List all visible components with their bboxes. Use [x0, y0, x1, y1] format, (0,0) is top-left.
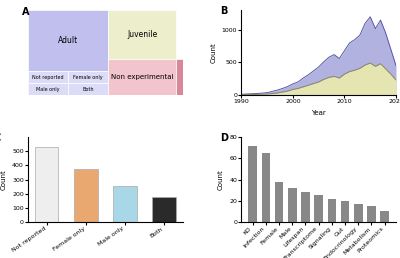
Text: A: A [22, 7, 29, 17]
Bar [354, 204, 362, 222]
Y-axis label: Count: Count [210, 42, 216, 63]
Text: Juvenile: Juvenile [127, 30, 158, 39]
Bar [367, 206, 376, 222]
Bar [275, 182, 283, 222]
Text: D: D [220, 133, 228, 143]
Text: Both: Both [82, 86, 94, 92]
Bar [108, 59, 176, 95]
Bar [301, 192, 310, 222]
Bar [176, 59, 183, 95]
Bar [113, 186, 136, 222]
Bar [74, 169, 98, 222]
Bar [314, 195, 323, 222]
Text: Male only: Male only [36, 86, 60, 92]
Bar [341, 201, 349, 222]
Bar [262, 153, 270, 222]
Bar [35, 147, 58, 222]
Text: C: C [0, 133, 1, 143]
Y-axis label: Count: Count [0, 169, 6, 190]
X-axis label: Year: Year [311, 110, 326, 116]
Bar [108, 10, 176, 59]
Bar [288, 188, 296, 222]
Text: B: B [220, 6, 227, 16]
Bar [248, 146, 257, 222]
Text: Not reported: Not reported [32, 75, 64, 80]
Bar [68, 83, 108, 95]
Text: Adult: Adult [58, 36, 78, 45]
Bar [28, 83, 68, 95]
Text: Female only: Female only [74, 75, 103, 80]
Bar [380, 211, 389, 222]
Text: Non experimental: Non experimental [111, 74, 174, 80]
Bar [152, 197, 176, 222]
Y-axis label: Count: Count [218, 169, 224, 190]
Bar [68, 71, 108, 83]
Bar [28, 10, 108, 71]
Bar [328, 199, 336, 222]
Bar [28, 71, 68, 83]
